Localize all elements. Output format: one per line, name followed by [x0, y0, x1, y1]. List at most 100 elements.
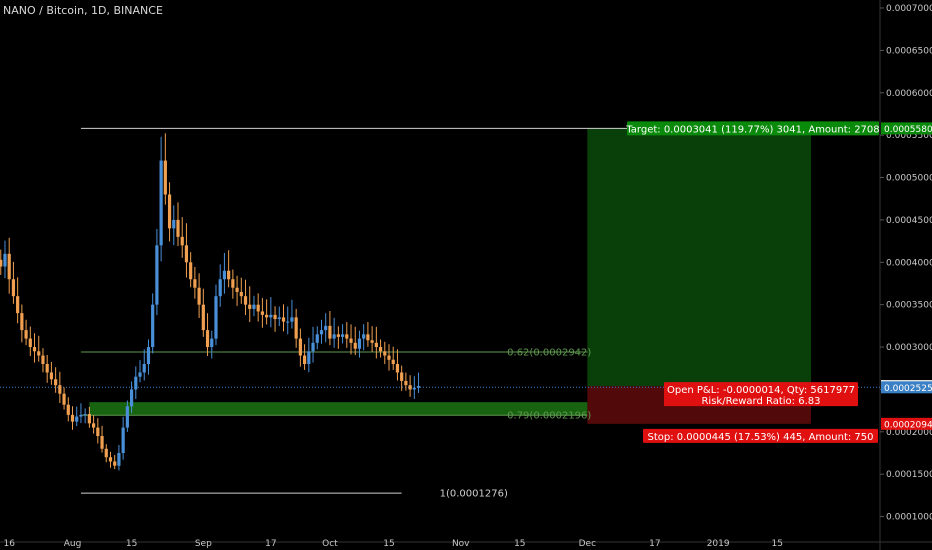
target-label: Target: 0.0003041 (119.77%) 3041, Amount… — [625, 124, 879, 135]
candle-body — [374, 342, 378, 348]
candle-body — [66, 404, 70, 415]
stop-label-bg — [643, 428, 878, 443]
candle-body — [404, 380, 408, 386]
candle-body — [49, 372, 53, 380]
candle-body — [75, 416, 79, 422]
candle-body — [290, 317, 294, 322]
x-tick-label: Nov — [452, 539, 470, 549]
candle-body — [58, 385, 62, 394]
x-tick-label: 15 — [514, 539, 525, 549]
y-tick-label: 0.0007000 — [886, 4, 932, 14]
price-tag-label: 0.0005580 — [884, 125, 932, 135]
candle-body — [108, 457, 113, 462]
candle-body — [138, 372, 142, 377]
candle-body — [16, 296, 20, 314]
price-tag — [881, 122, 932, 135]
candle-body — [96, 427, 100, 437]
candle-body — [214, 296, 218, 339]
x-tick-label: 15 — [126, 539, 137, 549]
candle-body — [146, 347, 151, 364]
candle-body — [205, 330, 210, 348]
x-tick-label: 16 — [3, 539, 15, 549]
y-tick-label: 0.0001000 — [886, 513, 932, 523]
candle-body — [416, 386, 421, 388]
candle-body — [307, 351, 311, 364]
candle-body — [222, 270, 227, 280]
candle-body — [62, 393, 66, 405]
fib-level-label: 0.79(0.0002196) — [507, 411, 591, 422]
candle-body — [117, 453, 121, 466]
candle-body — [336, 334, 340, 337]
candle-body — [243, 296, 248, 305]
candle-body — [265, 314, 269, 318]
candle-body — [142, 364, 146, 373]
candle-body — [172, 219, 176, 229]
x-tick-label: Oct — [322, 539, 338, 549]
candle-body — [328, 325, 332, 339]
price-tag-label: 0.0002525 — [884, 384, 932, 394]
candle-body — [281, 317, 286, 322]
candle-body — [104, 448, 108, 458]
candle-body — [269, 314, 273, 318]
stop-label: Stop: 0.0000445 (17.53%) 445, Amount: 75… — [647, 432, 873, 443]
y-tick-label: 0.0004500 — [886, 216, 932, 226]
candle-body — [92, 423, 96, 428]
fib-golden-zone — [89, 402, 588, 416]
candle-body — [332, 334, 336, 339]
y-tick-label: 0.0003000 — [886, 343, 932, 353]
candle-body — [125, 406, 129, 428]
candle-body — [378, 347, 383, 352]
fib-level-label: 1(0.0001276) — [440, 489, 508, 500]
candle-body — [0, 259, 3, 267]
candle-body — [28, 338, 32, 348]
candle-body — [383, 351, 387, 356]
candle-body — [303, 355, 307, 364]
candle-body — [248, 304, 252, 309]
candle-body — [201, 304, 205, 331]
candle-body — [260, 311, 264, 315]
candle-body — [357, 338, 362, 349]
candle-body — [100, 436, 104, 449]
candle-body — [210, 338, 214, 348]
candle-body — [24, 330, 28, 339]
candle-body — [319, 330, 324, 335]
target-zone — [587, 128, 811, 387]
candle-body — [176, 219, 180, 237]
x-tick-label: 17 — [265, 539, 276, 549]
candle-body — [37, 351, 41, 356]
candle-body — [155, 245, 159, 305]
pnl-label-bg — [664, 382, 858, 407]
candle-body — [252, 304, 256, 309]
candle-body — [273, 314, 277, 320]
candle-body — [286, 321, 290, 323]
candle-body — [79, 414, 83, 417]
candle-body — [32, 347, 37, 352]
x-tick-label: 2019 — [707, 539, 730, 549]
fib-level-label: 0.62(0.0002942) — [507, 347, 591, 358]
y-tick-label: 0.0004000 — [886, 258, 932, 268]
candle-body — [167, 194, 172, 229]
candle-body — [113, 461, 117, 466]
candle-body — [345, 334, 349, 339]
candle-body — [412, 387, 416, 390]
candle-body — [362, 334, 366, 339]
candle-body — [189, 262, 193, 280]
candle-body — [235, 287, 239, 292]
candle-body — [340, 334, 345, 337]
candle-body — [163, 160, 167, 195]
x-tick-label: 17 — [649, 539, 660, 549]
x-tick-label: 15 — [772, 539, 783, 549]
candle-body — [159, 160, 163, 246]
price-tag — [881, 381, 932, 394]
candle-body — [7, 253, 11, 280]
candle-body — [366, 334, 370, 341]
candle-body — [134, 376, 138, 390]
y-tick-label: 0.0003500 — [886, 301, 932, 311]
candle-body — [121, 427, 125, 453]
candle-body — [256, 304, 260, 312]
candle-body — [231, 279, 235, 288]
candle-body — [400, 372, 404, 381]
candle-body — [83, 414, 87, 416]
candle-body — [408, 385, 412, 390]
